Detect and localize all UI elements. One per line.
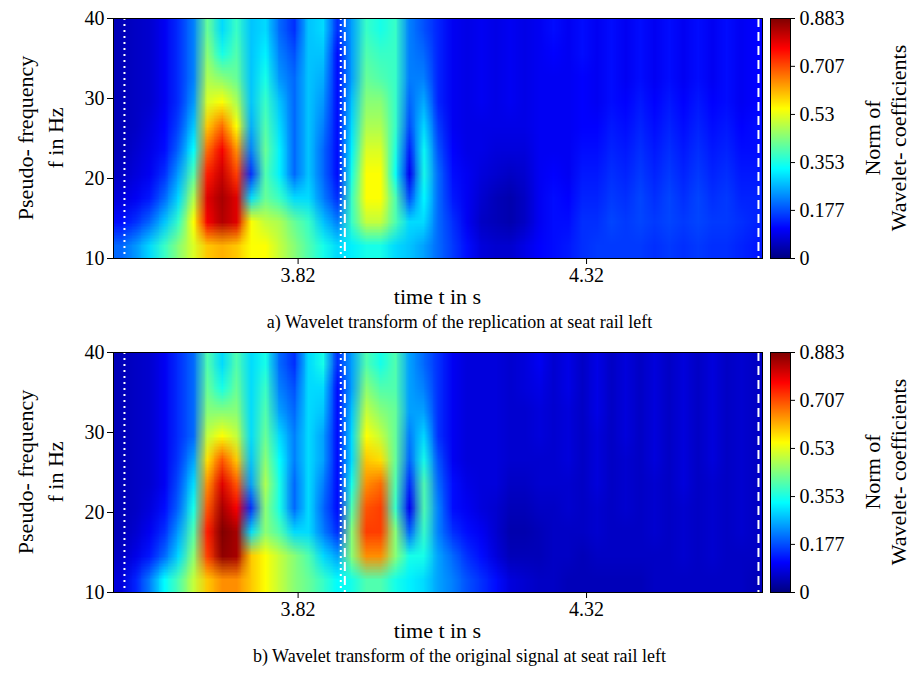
svg-text:time t in s: time t in s — [394, 284, 481, 309]
svg-text:30: 30 — [85, 87, 105, 109]
svg-text:0.53: 0.53 — [800, 103, 835, 125]
svg-text:f in Hz: f in Hz — [43, 107, 68, 168]
html-text:b) Wavelet transform of the or: b) Wavelet transform of the original sig… — [253, 646, 666, 666]
svg-text:3.82: 3.82 — [281, 264, 316, 286]
svg-text:4.32: 4.32 — [569, 264, 604, 286]
svg-text:3.82: 3.82 — [281, 598, 316, 620]
svg-text:0.177: 0.177 — [800, 199, 845, 221]
html-text:a) Wavelet transform of the re: a) Wavelet transform of the replication … — [266, 312, 653, 332]
svg-text:10: 10 — [85, 247, 105, 269]
svg-text:0.883: 0.883 — [800, 7, 845, 29]
svg-text:0.883: 0.883 — [800, 341, 845, 363]
svg-text:0: 0 — [800, 581, 810, 603]
svg-text:4.32: 4.32 — [569, 598, 604, 620]
svg-text:40: 40 — [85, 341, 105, 363]
svg-text:20: 20 — [85, 167, 105, 189]
svg-text:30: 30 — [85, 421, 105, 443]
svg-text:20: 20 — [85, 501, 105, 523]
svg-text:0.177: 0.177 — [800, 533, 845, 555]
svg-text:Wavelet- coefficients: Wavelet- coefficients — [886, 45, 911, 232]
svg-text:0.353: 0.353 — [800, 151, 845, 173]
svg-text:Pseudo- frequency: Pseudo- frequency — [13, 56, 38, 220]
svg-text:Norm of: Norm of — [860, 100, 885, 176]
svg-text:0.53: 0.53 — [800, 437, 835, 459]
svg-text:0: 0 — [800, 247, 810, 269]
svg-text:time t in s: time t in s — [394, 618, 481, 643]
svg-text:0.707: 0.707 — [800, 389, 845, 411]
svg-text:10: 10 — [85, 581, 105, 603]
svg-text:Norm of: Norm of — [860, 434, 885, 510]
svg-text:0.707: 0.707 — [800, 55, 845, 77]
svg-text:0.353: 0.353 — [800, 485, 845, 507]
svg-text:f in Hz: f in Hz — [43, 441, 68, 502]
svg-text:40: 40 — [85, 7, 105, 29]
svg-text:Pseudo- frequency: Pseudo- frequency — [13, 390, 38, 554]
svg-text:Wavelet- coefficients: Wavelet- coefficients — [886, 379, 911, 566]
